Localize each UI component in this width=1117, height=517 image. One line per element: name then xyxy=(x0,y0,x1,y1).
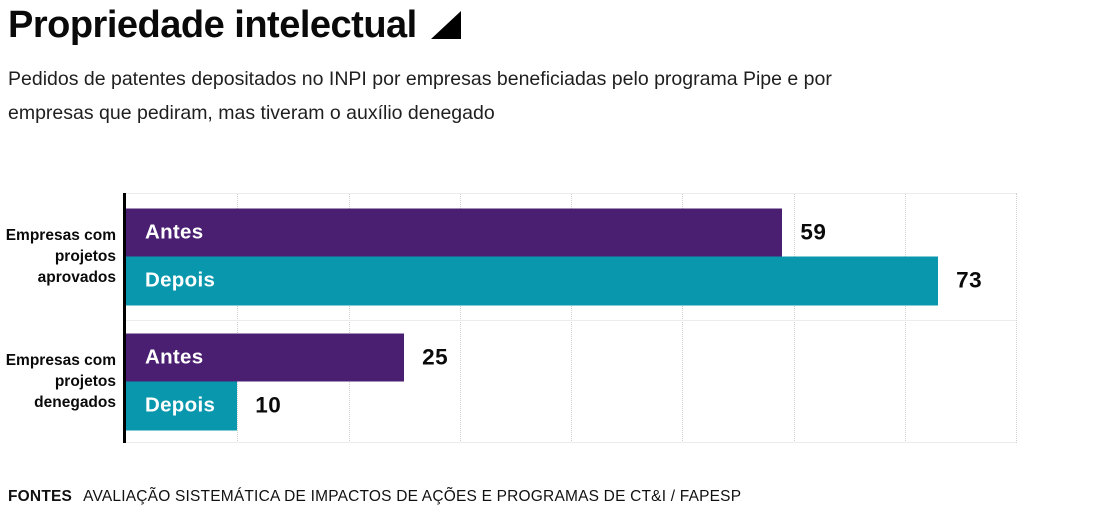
sources-text: AVALIAÇÃO SISTEMÁTICA DE IMPACTOS DE AÇÕ… xyxy=(83,488,742,505)
value-label: 10 xyxy=(255,392,282,418)
bar-chart: Empresas com projetos aprovados Antes 59 De… xyxy=(0,193,1117,443)
bar-group: Empresas com projetos denegados Antes 25 De… xyxy=(0,320,1117,443)
bar-label: Depois xyxy=(145,393,216,417)
page-title: Propriedade intelectual xyxy=(8,0,461,50)
gridline xyxy=(459,193,461,443)
sources-label: FONTES xyxy=(8,488,73,505)
gridline xyxy=(237,193,239,443)
bar-stack: Antes 59 Depois 73 xyxy=(126,208,1016,305)
bar-group: Empresas com projetos aprovados Antes 59 De… xyxy=(0,193,1117,320)
value-label: 59 xyxy=(800,219,827,245)
sources-line: FONTES AVALIAÇÃO SISTEMÁTICA DE IMPACTOS … xyxy=(8,488,741,506)
value-label: 25 xyxy=(422,344,449,370)
page-title-text: Propriedade intelectual xyxy=(8,4,417,46)
bar-row: Depois 10 xyxy=(126,381,1016,430)
gridline xyxy=(793,193,795,443)
gridline xyxy=(348,193,350,443)
bar-row: Antes 25 xyxy=(126,333,1016,382)
bar-row: Depois 73 xyxy=(126,256,1016,305)
gridline xyxy=(1016,193,1017,443)
bar-stack: Antes 25 Depois 10 xyxy=(126,333,1016,430)
gridline xyxy=(682,193,684,443)
category-label: Empresas com projetos denegados xyxy=(5,352,116,411)
gridline xyxy=(904,193,906,443)
value-label: 73 xyxy=(956,267,983,293)
separator-top xyxy=(124,193,1016,194)
separator-bottom xyxy=(124,442,1016,443)
gridline xyxy=(571,193,572,443)
bar-label: Depois xyxy=(145,268,216,292)
category-label: Empresas com projetos aprovados xyxy=(5,227,116,286)
bar-depois: Depois xyxy=(126,256,939,305)
bar-label: Antes xyxy=(145,220,204,244)
y-axis-line xyxy=(123,193,126,443)
bar-antes: Antes xyxy=(126,333,405,382)
separator-middle xyxy=(124,320,1016,321)
triangle-icon xyxy=(430,11,461,39)
bar-antes: Antes xyxy=(126,208,783,257)
plot-area xyxy=(126,193,1017,443)
chart-subtitle: Pedidos de patentes depositados no INPI … xyxy=(8,68,832,124)
bar-depois: Depois xyxy=(126,381,238,430)
bar-label: Antes xyxy=(145,345,204,369)
bar-row: Antes 59 xyxy=(126,208,1016,257)
